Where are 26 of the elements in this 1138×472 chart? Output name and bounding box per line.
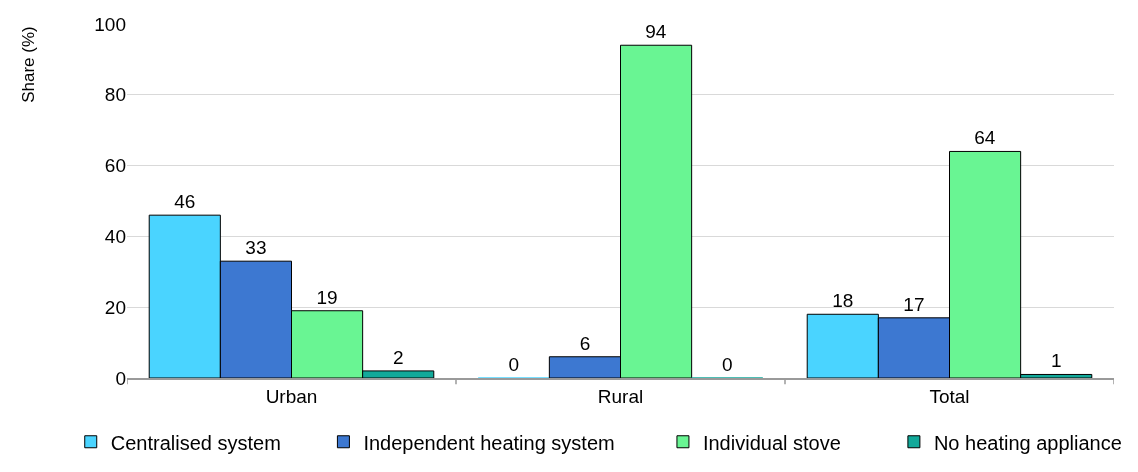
data-label: 46 [174, 191, 196, 213]
data-label: 64 [974, 127, 996, 149]
x-tick-label: Rural [597, 385, 644, 407]
legend-label: Individual stove [702, 431, 841, 454]
data-label: 0 [721, 354, 733, 375]
y-tick-label: 100 [94, 13, 126, 35]
legend-label: Independent heating system [363, 431, 615, 454]
y-tick-label: 60 [104, 155, 126, 177]
data-label: 94 [645, 21, 667, 43]
data-label: 6 [579, 332, 591, 354]
y-tick-label: 40 [104, 226, 126, 248]
data-label: 18 [832, 290, 854, 312]
x-tick-label: Total [929, 385, 970, 407]
data-label: 1 [1050, 350, 1062, 372]
data-label: 2 [392, 346, 404, 368]
data-label: 17 [903, 293, 925, 315]
y-tick-label: 20 [104, 296, 126, 318]
y-tick-label: 0 [115, 367, 126, 389]
legend-label: Centralised system [110, 431, 281, 454]
legend-label: No heating appliance [933, 431, 1122, 454]
data-label: 33 [245, 237, 267, 259]
data-label: 19 [316, 286, 338, 308]
y-axis-title: Share (%) [18, 26, 38, 103]
y-tick-label: 80 [104, 84, 126, 106]
data-label: 0 [508, 354, 520, 375]
x-tick-label: Urban [265, 385, 318, 407]
